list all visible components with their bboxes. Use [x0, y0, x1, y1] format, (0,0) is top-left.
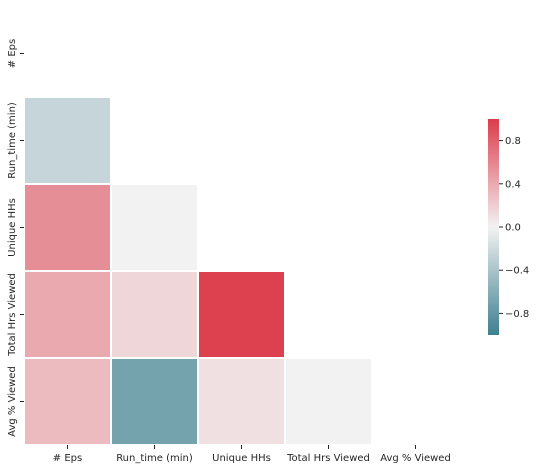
- colorbar-gradient: [488, 119, 499, 335]
- heatmap-cell: [24, 271, 111, 358]
- y-tick-label: Unique HHs: [7, 198, 18, 257]
- x-tick-label: # Eps: [53, 453, 82, 464]
- y-tick-label: Total Hrs Viewed: [7, 273, 18, 357]
- heatmap-cell: [24, 358, 111, 445]
- x-tick-label: Total Hrs Viewed: [286, 453, 370, 464]
- colorbar-tick-label: 0.8: [505, 136, 521, 147]
- colorbar-tick-label: 0.0: [505, 223, 521, 234]
- y-tick-label: # Eps: [7, 39, 18, 68]
- heatmap-cell: [24, 184, 111, 271]
- y-tick-label: Run_time (min): [7, 102, 18, 179]
- x-tick-label: Unique HHs: [212, 453, 271, 464]
- heatmap-cell: [198, 358, 285, 445]
- y-tick-label: Avg % Viewed: [7, 366, 18, 437]
- heatmap-cell: [111, 358, 198, 445]
- x-tick-label: Avg % Viewed: [380, 453, 451, 464]
- colorbar-tick-label: −0.8: [505, 309, 529, 320]
- x-tick-label: Run_time (min): [116, 453, 193, 464]
- heatmap-cell: [111, 271, 198, 358]
- colorbar-tick-label: −0.4: [505, 266, 529, 277]
- x-tick-labels: # Eps Run_time (min) Unique HHs Total Hrs V…: [53, 445, 451, 464]
- colorbar-tick-label: 0.4: [505, 179, 521, 190]
- heatmap-cell: [198, 271, 285, 358]
- heatmap-cells: [24, 97, 372, 445]
- colorbar: 0.8 0.4 0.0 −0.4 −0.8: [488, 119, 529, 335]
- colorbar-ticks: 0.8 0.4 0.0 −0.4 −0.8: [499, 136, 529, 320]
- y-tick-labels: # Eps Run_time (min) Unique HHs Total Hrs V…: [7, 39, 24, 437]
- heatmap-cell: [111, 184, 198, 271]
- heatmap-cell: [24, 97, 111, 184]
- heatmap-cell: [285, 358, 372, 445]
